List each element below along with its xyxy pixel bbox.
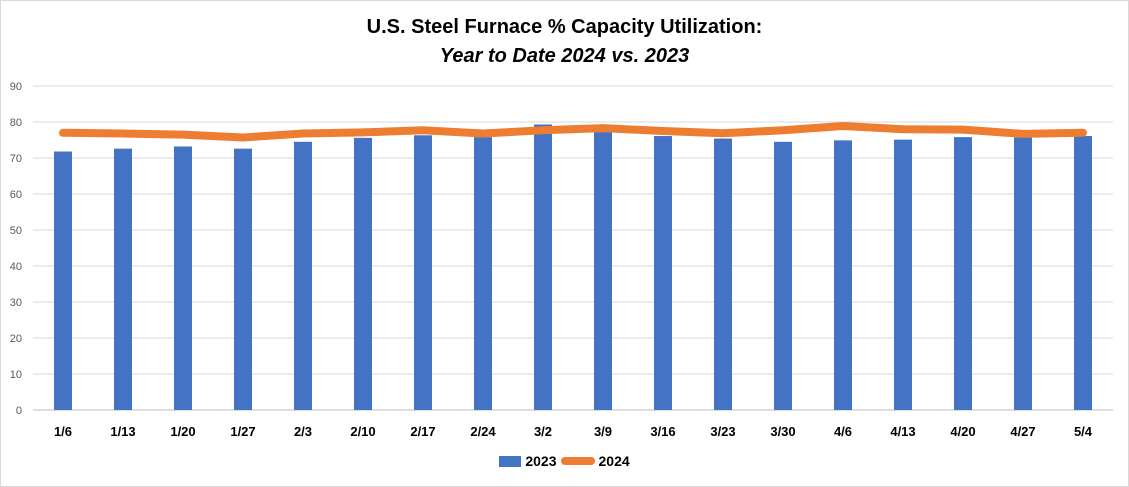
legend-label-2024: 2024 xyxy=(598,453,630,469)
x-tick-label: 3/16 xyxy=(650,424,675,439)
x-tick-label: 1/13 xyxy=(110,424,135,439)
legend-label-2023: 2023 xyxy=(525,453,557,469)
bar-2023-3/9 xyxy=(594,132,612,410)
bar-2023-1/6 xyxy=(54,151,72,410)
bar-2023-3/2 xyxy=(534,124,552,411)
legend-swatch-2024 xyxy=(560,457,595,465)
x-tick-label: 3/30 xyxy=(770,424,795,439)
legend: 2023 2024 xyxy=(1,453,1128,469)
bar-2023-4/20 xyxy=(954,137,972,410)
x-tick-label: 4/13 xyxy=(890,424,915,439)
y-tick-label: 80 xyxy=(10,117,22,129)
x-tick-label: 4/20 xyxy=(950,424,975,439)
y-tick-label: 50 xyxy=(10,225,22,237)
legend-item-2024: 2024 xyxy=(560,453,630,469)
y-tick-label: 70 xyxy=(10,153,22,165)
x-tick-label: 1/6 xyxy=(54,424,72,439)
bar-2023-4/27 xyxy=(1014,137,1032,411)
bar-2023-4/6 xyxy=(834,140,852,411)
bar-2023-3/30 xyxy=(774,141,792,411)
bar-2023-3/16 xyxy=(654,136,672,411)
x-tick-label: 1/27 xyxy=(230,424,255,439)
x-tick-label: 4/6 xyxy=(834,424,852,439)
legend-swatch-2023 xyxy=(499,455,522,467)
y-axis-ticks: 0 10 20 30 40 50 60 70 80 90 xyxy=(10,81,22,417)
x-axis-ticks: 1/6 1/13 1/20 1/27 2/3 2/10 2/17 2/24 3/2 3/9 3/16… xyxy=(54,424,1093,439)
gridlines xyxy=(33,85,1113,411)
bar-2023-2/10 xyxy=(354,137,372,410)
bars-2023 xyxy=(54,124,1092,411)
x-tick-label: 2/24 xyxy=(470,424,496,439)
x-tick-label: 2/10 xyxy=(350,424,375,439)
x-tick-label: 4/27 xyxy=(1010,424,1035,439)
x-tick-label: 1/20 xyxy=(170,424,195,439)
bar-2023-3/23 xyxy=(714,138,732,410)
chart-title: U.S. Steel Furnace % Capacity Utilizatio… xyxy=(366,16,763,38)
y-tick-label: 0 xyxy=(16,405,22,417)
legend-item-2023: 2023 xyxy=(499,453,557,469)
y-tick-label: 20 xyxy=(10,333,22,345)
y-tick-label: 90 xyxy=(10,81,22,93)
bar-2023-5/4 xyxy=(1074,136,1092,411)
x-tick-label: 2/17 xyxy=(410,424,435,439)
bar-2023-4/13 xyxy=(894,139,912,410)
bar-2023-2/3 xyxy=(294,141,312,411)
line-2024 xyxy=(59,122,1087,142)
x-tick-label: 2/3 xyxy=(294,424,312,439)
bar-2023-1/20 xyxy=(174,146,192,411)
x-tick-label: 3/9 xyxy=(594,424,612,439)
y-tick-label: 60 xyxy=(10,189,22,201)
x-tick-label: 3/23 xyxy=(710,424,735,439)
bar-2023-1/27 xyxy=(234,148,252,410)
bar-2023-1/13 xyxy=(114,148,132,410)
chart-subtitle: Year to Date 2024 vs. 2023 xyxy=(439,45,690,67)
bar-2023-2/24 xyxy=(474,137,492,410)
y-tick-label: 40 xyxy=(10,261,22,273)
bar-2023-2/17 xyxy=(414,135,432,410)
y-tick-label: 30 xyxy=(10,297,22,309)
x-tick-label: 5/4 xyxy=(1074,424,1093,439)
y-tick-label: 10 xyxy=(10,369,22,381)
x-tick-label: 3/2 xyxy=(534,424,552,439)
line-2024-series xyxy=(59,122,1087,142)
